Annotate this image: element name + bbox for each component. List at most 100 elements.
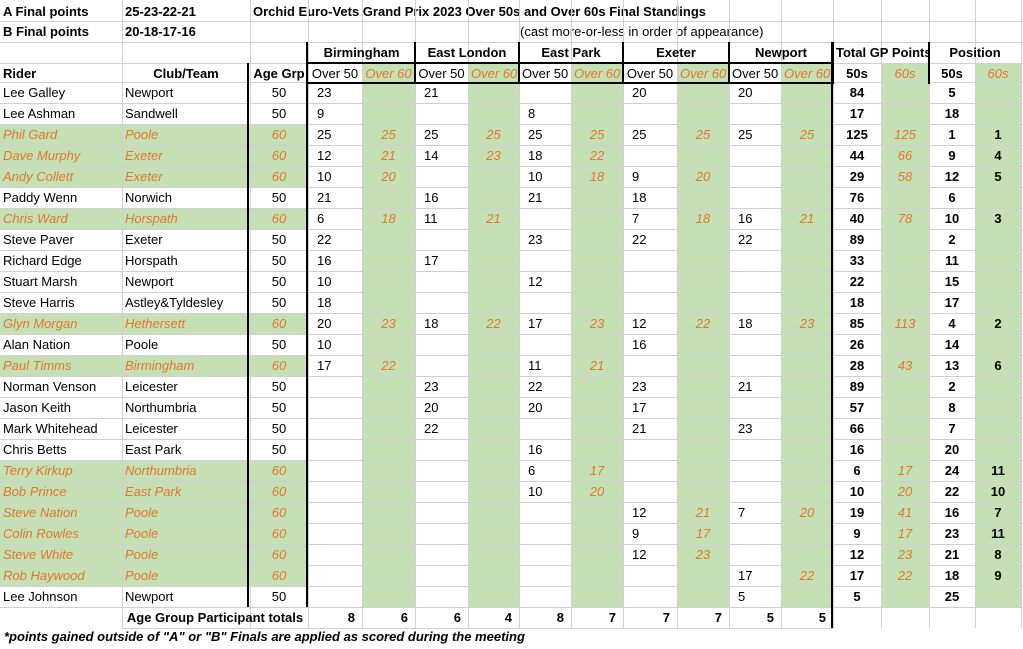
total-50s: 57 <box>849 400 865 415</box>
over50-points: 7 <box>738 505 746 520</box>
over60-points <box>571 271 623 292</box>
over50-points: 6 <box>528 463 536 478</box>
rider-age-group: 60 <box>271 211 287 226</box>
rider-name: Terry Kirkup <box>3 463 73 478</box>
rider-club: Hethersett <box>125 316 185 331</box>
grid-hline <box>0 397 1023 398</box>
over60-points <box>571 208 623 229</box>
over50-points: 23 <box>632 379 647 394</box>
over50-points <box>314 586 362 607</box>
rider-age-group: 50 <box>271 106 287 121</box>
over50-points <box>421 544 468 565</box>
over60-points <box>571 82 623 103</box>
rider-age-group: 60 <box>271 547 287 562</box>
over50-points <box>525 544 571 565</box>
position-50s: 2 <box>948 379 956 394</box>
rider-club: Newport <box>125 589 174 604</box>
total-60s <box>881 82 929 103</box>
over50-points: 10 <box>317 337 332 352</box>
grid-hline <box>0 418 1023 419</box>
position-50s: 17 <box>944 295 960 310</box>
over60-points: 22 <box>589 148 605 163</box>
over60-points: 21 <box>799 211 815 226</box>
total-60s: 66 <box>897 148 913 163</box>
rider-name: Chris Ward <box>3 211 68 226</box>
rider-name: Steve Paver <box>3 232 74 247</box>
over60-points <box>468 565 519 586</box>
position-60s <box>975 397 1021 418</box>
participant-totals-label: Age Group Participant totals <box>126 610 304 625</box>
total-60s <box>881 397 929 418</box>
over50-points: 12 <box>632 505 647 520</box>
over50-points <box>314 397 362 418</box>
over60-row-band <box>0 502 308 523</box>
over50-subheader: Over 50 <box>626 66 674 81</box>
rider-name: Chris Betts <box>3 442 67 457</box>
rider-club: Poole <box>125 568 159 583</box>
over60-points: 17 <box>695 526 711 541</box>
over50-points: 17 <box>424 253 439 268</box>
position-50s: 18 <box>944 106 960 121</box>
over60-points <box>468 544 519 565</box>
position-50s: 1 <box>948 127 956 142</box>
total-60s: 43 <box>897 358 913 373</box>
a-final-values: 25-23-22-21 <box>125 4 196 19</box>
total-60s: 17 <box>897 526 913 541</box>
b-final-values: 20-18-17-16 <box>125 24 196 39</box>
s60-position-band <box>975 63 1021 607</box>
over60-points <box>677 397 729 418</box>
grid-hline <box>0 334 1023 335</box>
over60-points <box>781 544 833 565</box>
rider-name: Bob Prince <box>3 484 67 499</box>
venue-header: Birmingham <box>323 45 400 60</box>
over50-points <box>314 460 362 481</box>
venue-divider <box>928 42 930 84</box>
rider-name: Paul Timms <box>3 358 72 373</box>
position-50s: 12 <box>944 169 960 184</box>
over60-points <box>781 355 833 376</box>
over60-points <box>362 418 415 439</box>
position-60s: 1 <box>994 127 1002 142</box>
over60-points: 18 <box>589 169 605 184</box>
over50-points: 22 <box>424 421 439 436</box>
over50-points: 7 <box>632 211 640 226</box>
over60-points: 25 <box>381 127 396 142</box>
rider-name: Lee Ashman <box>3 106 76 121</box>
over60-points <box>571 397 623 418</box>
over60-points: 18 <box>695 211 711 226</box>
over50-points <box>525 586 571 607</box>
over60-points <box>781 250 833 271</box>
over50-points: 23 <box>738 421 753 436</box>
over50-points: 17 <box>528 316 543 331</box>
over50-points: 20 <box>632 85 647 100</box>
over50-points: 21 <box>317 190 332 205</box>
over60-row-band <box>0 523 308 544</box>
participant-total: 4 <box>504 610 512 625</box>
over60-row-band <box>0 565 308 586</box>
over50-points: 17 <box>317 358 332 373</box>
over50-points: 23 <box>317 85 332 100</box>
total-50s: 44 <box>849 148 865 163</box>
total-60s <box>881 586 929 607</box>
position-50s: 4 <box>948 316 956 331</box>
over60-row-band <box>0 124 308 145</box>
over50-points <box>421 355 468 376</box>
over60-points: 17 <box>589 463 605 478</box>
total-60s: 41 <box>897 505 913 520</box>
total-60s: 113 <box>894 316 916 331</box>
over60-points: 25 <box>695 127 711 142</box>
grid-hline <box>0 523 1023 524</box>
over60-points <box>677 355 729 376</box>
grid-vline <box>929 0 930 628</box>
grid-vline <box>781 0 782 628</box>
over60-points <box>781 418 833 439</box>
position-60s <box>975 439 1021 460</box>
over50-points <box>314 565 362 586</box>
over60-points <box>677 103 729 124</box>
grid-vline <box>250 0 251 628</box>
grid-vline <box>519 0 520 628</box>
over60-points <box>468 187 519 208</box>
position-header: Position <box>949 45 1001 60</box>
over60-points <box>571 229 623 250</box>
over60-points <box>468 481 519 502</box>
